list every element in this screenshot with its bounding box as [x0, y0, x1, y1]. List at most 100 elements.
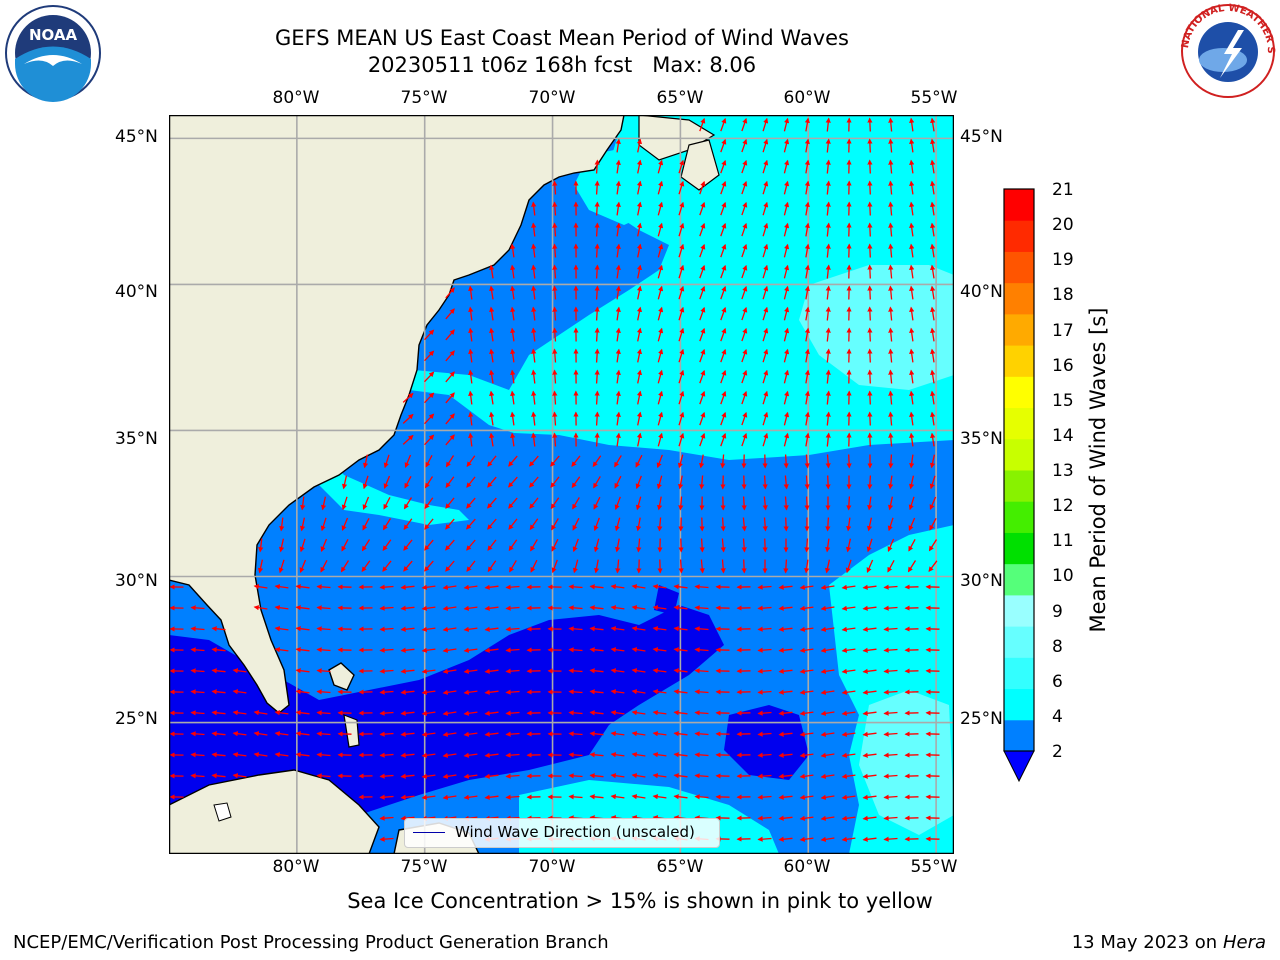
wave-direction-arrow — [799, 605, 814, 611]
wave-direction-arrow — [930, 222, 936, 237]
wave-direction-arrow — [442, 752, 457, 758]
wave-direction-arrow — [295, 605, 310, 611]
wave-direction-arrow — [636, 411, 643, 426]
lon-label-bottom: 65°W — [656, 857, 704, 877]
wave-direction-arrow — [762, 138, 769, 153]
wave-direction-arrow — [361, 539, 371, 552]
wave-direction-arrow — [615, 285, 621, 300]
wave-direction-arrow — [484, 668, 499, 674]
wave-direction-arrow — [295, 731, 310, 737]
wave-direction-arrow — [552, 411, 558, 426]
wave-direction-arrow — [846, 496, 852, 511]
wave-direction-arrow — [720, 201, 727, 216]
wave-direction-arrow — [568, 773, 583, 779]
wave-direction-arrow — [867, 201, 873, 216]
lon-label-top: 75°W — [400, 88, 448, 108]
wave-direction-arrow — [804, 538, 810, 553]
wave-direction-arrow — [614, 496, 621, 511]
wave-direction-arrow — [552, 432, 558, 447]
wave-direction-arrow — [783, 117, 790, 132]
wave-direction-arrow — [635, 454, 643, 468]
wave-direction-arrow — [463, 647, 478, 653]
wave-direction-arrow — [190, 752, 205, 758]
wave-direction-arrow — [340, 560, 350, 573]
wave-direction-arrow — [631, 710, 646, 716]
wave-direction-arrow — [316, 773, 331, 779]
wave-direction-arrow — [320, 559, 328, 573]
date-stamp: 13 May 2023 on Hera — [1072, 932, 1266, 953]
wave-direction-arrow — [762, 496, 768, 511]
wave-direction-arrow — [594, 180, 600, 195]
wave-direction-arrow — [589, 668, 604, 674]
wave-direction-arrow — [551, 559, 558, 574]
wave-direction-arrow — [741, 559, 747, 574]
wave-direction-arrow — [652, 752, 667, 758]
wave-direction-arrow — [510, 327, 516, 342]
wave-direction-arrow — [382, 560, 392, 572]
wave-direction-arrow — [888, 201, 894, 216]
wave-direction-arrow — [820, 668, 835, 674]
wave-direction-arrow — [909, 327, 915, 342]
colorbar-cell — [1004, 594, 1034, 627]
wave-direction-arrow — [930, 243, 936, 258]
wave-direction-arrow — [445, 350, 455, 362]
wave-direction-arrow — [445, 455, 455, 468]
wave-direction-arrow — [825, 180, 831, 195]
wave-direction-arrow — [463, 731, 478, 737]
wave-direction-arrow — [508, 455, 518, 467]
wave-direction-arrow — [529, 518, 539, 531]
wave-direction-arrow — [636, 138, 643, 153]
wave-direction-arrow — [484, 584, 499, 590]
wave-direction-arrow — [190, 605, 205, 611]
lat-label-right: 25°N — [960, 709, 1003, 729]
lon-label-bottom: 80°W — [272, 857, 320, 877]
wave-direction-arrow — [362, 517, 370, 531]
wave-direction-arrow — [909, 117, 915, 132]
wave-direction-arrow — [316, 689, 331, 695]
wave-direction-arrow — [211, 710, 226, 716]
wave-direction-arrow — [778, 794, 793, 800]
wave-direction-arrow — [510, 348, 516, 363]
wave-direction-arrow — [295, 584, 310, 590]
wave-direction-arrow — [804, 411, 810, 426]
wave-direction-arrow — [505, 626, 520, 632]
wave-direction-arrow — [589, 605, 604, 611]
wave-direction-arrow — [362, 454, 369, 469]
wave-direction-arrow — [636, 285, 643, 300]
wave-direction-arrow — [799, 815, 814, 821]
wave-direction-arrow — [930, 117, 936, 132]
wave-direction-arrow — [421, 710, 436, 716]
wave-direction-arrow — [594, 348, 600, 363]
wave-direction-arrow — [424, 434, 435, 446]
colorbar-frame — [1003, 188, 1035, 752]
wave-direction-arrow — [673, 731, 688, 737]
wave-direction-arrow — [652, 605, 667, 611]
wave-direction-arrow — [673, 710, 688, 716]
wave-direction-arrow — [615, 222, 621, 237]
wave-direction-arrow — [862, 689, 877, 695]
wave-direction-arrow — [720, 285, 727, 300]
lat-label-right: 45°N — [960, 127, 1003, 147]
wave-direction-arrow — [804, 138, 810, 153]
wave-direction-arrow — [442, 731, 457, 737]
wave-direction-arrow — [468, 348, 474, 363]
wave-direction-arrow — [846, 454, 852, 469]
wave-direction-arrow — [635, 496, 642, 511]
wave-direction-arrow — [505, 731, 520, 737]
wave-direction-arrow — [589, 710, 604, 716]
wave-direction-arrow — [699, 243, 706, 258]
wave-direction-arrow — [636, 306, 643, 321]
wave-direction-arrow — [908, 517, 916, 531]
wave-direction-arrow — [678, 201, 685, 216]
wave-direction-arrow — [615, 264, 621, 279]
wave-direction-arrow — [421, 773, 436, 779]
colorbar-cell — [1004, 532, 1034, 565]
wave-direction-arrow — [678, 559, 684, 574]
wave-direction-arrow — [930, 306, 936, 321]
wave-direction-arrow — [799, 731, 814, 737]
wave-direction-arrow — [883, 752, 898, 758]
wave-direction-arrow — [466, 497, 476, 509]
wave-direction-arrow — [699, 306, 706, 321]
wave-direction-arrow — [741, 432, 748, 447]
wave-direction-arrow — [887, 517, 894, 532]
